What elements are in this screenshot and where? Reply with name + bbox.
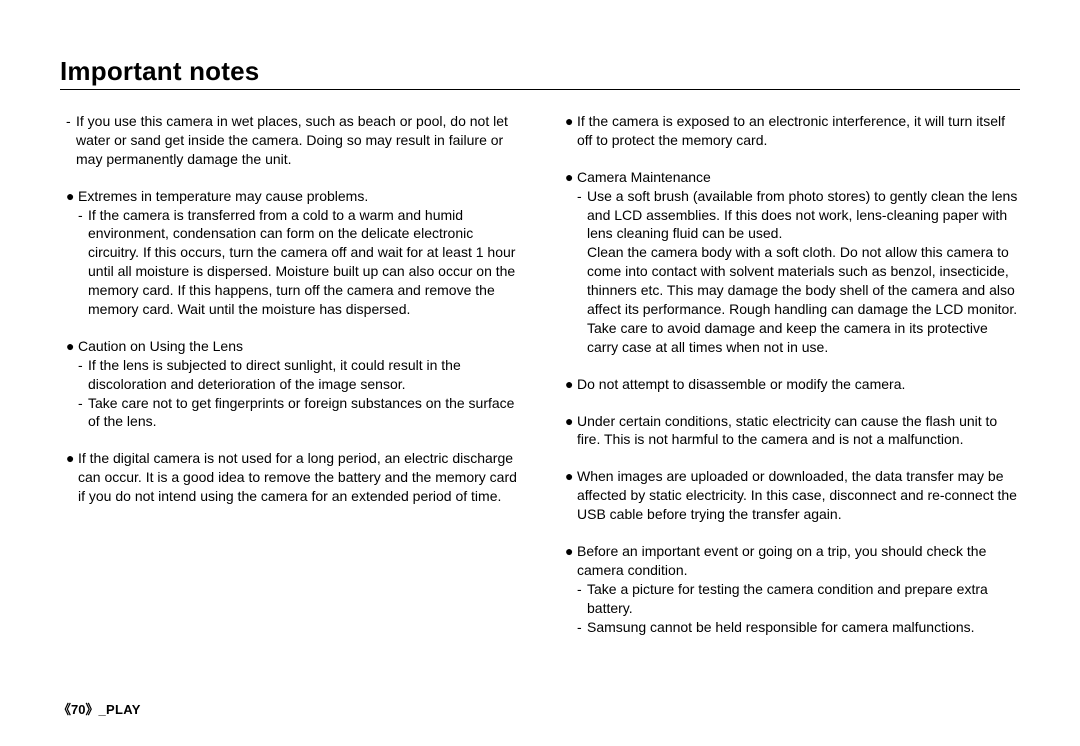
note-text: If the digital camera is not used for a … (78, 449, 521, 506)
note-text: Samsung cannot be held responsible for c… (587, 618, 1020, 637)
list-dash-item: - Take care not to get fingerprints or f… (78, 394, 521, 432)
dash-mark: - (66, 112, 76, 169)
dash-mark: - (577, 187, 587, 244)
note-block: ● Extremes in temperature may cause prob… (60, 187, 521, 319)
bullet-dot-icon: ● (565, 542, 577, 580)
list-bullet-item: ● Under certain conditions, static elect… (565, 412, 1020, 450)
note-block: ● Caution on Using the Lens - If the len… (60, 337, 521, 431)
list-bullet-item: ● Caution on Using the Lens (66, 337, 521, 356)
note-text: If the camera is exposed to an electroni… (577, 112, 1020, 150)
right-column: ● If the camera is exposed to an electro… (559, 112, 1020, 654)
list-dash-item: - Samsung cannot be held responsible for… (577, 618, 1020, 637)
note-block: ● If the camera is exposed to an electro… (559, 112, 1020, 150)
note-block: ● Under certain conditions, static elect… (559, 412, 1020, 450)
note-text: Caution on Using the Lens (78, 337, 521, 356)
page-footer: 《70》_PLAY (58, 699, 141, 718)
list-bullet-item: ● Do not attempt to disassemble or modif… (565, 375, 1020, 394)
bullet-dot-icon: ● (66, 449, 78, 506)
note-text: Under certain conditions, static electri… (577, 412, 1020, 450)
dash-mark: - (78, 394, 88, 432)
note-text: Camera Maintenance (577, 168, 1020, 187)
content-columns: - If you use this camera in wet places, … (60, 112, 1020, 654)
page-number: 《70》 (58, 702, 98, 717)
list-bullet-item: ● Extremes in temperature may cause prob… (66, 187, 521, 206)
list-bullet-item: ● Camera Maintenance (565, 168, 1020, 187)
bullet-dot-icon: ● (565, 112, 577, 150)
list-bullet-item: ● If the camera is exposed to an electro… (565, 112, 1020, 150)
page-title: Important notes (60, 56, 1020, 87)
list-dash-item: - If the camera is transferred from a co… (78, 206, 521, 319)
note-block: ● If the digital camera is not used for … (60, 449, 521, 506)
dash-mark: - (78, 356, 88, 394)
note-text: Take a picture for testing the camera co… (587, 580, 1020, 618)
dash-mark: - (577, 618, 587, 637)
bullet-dot-icon: ● (565, 412, 577, 450)
list-bullet-item: ● Before an important event or going on … (565, 542, 1020, 580)
note-block: ● When images are uploaded or downloaded… (559, 467, 1020, 524)
note-text: Take care not to get fingerprints or for… (88, 394, 521, 432)
dash-mark: - (78, 206, 88, 319)
list-bullet-item: ● When images are uploaded or downloaded… (565, 467, 1020, 524)
list-continuation: Clean the camera body with a soft cloth.… (587, 243, 1020, 356)
list-dash-item: - If the lens is subjected to direct sun… (78, 356, 521, 394)
bullet-dot-icon: ● (565, 375, 577, 394)
note-block: ● Camera Maintenance - Use a soft brush … (559, 168, 1020, 357)
note-block: ● Do not attempt to disassemble or modif… (559, 375, 1020, 394)
bullet-dot-icon: ● (565, 467, 577, 524)
bullet-dot-icon: ● (565, 168, 577, 187)
note-text: Clean the camera body with a soft cloth.… (587, 243, 1020, 356)
list-dash-item: - Take a picture for testing the camera … (577, 580, 1020, 618)
left-column: - If you use this camera in wet places, … (60, 112, 521, 654)
note-text: Extremes in temperature may cause proble… (78, 187, 521, 206)
note-text: When images are uploaded or downloaded, … (577, 467, 1020, 524)
bullet-dot-icon: ● (66, 187, 78, 206)
list-dash-item: - Use a soft brush (available from photo… (577, 187, 1020, 244)
dash-mark: - (577, 580, 587, 618)
manual-page: Important notes - If you use this camera… (0, 0, 1080, 746)
list-dash-item: - If you use this camera in wet places, … (66, 112, 521, 169)
note-text: If the lens is subjected to direct sunli… (88, 356, 521, 394)
list-bullet-item: ● If the digital camera is not used for … (66, 449, 521, 506)
note-text: If the camera is transferred from a cold… (88, 206, 521, 319)
bullet-dot-icon: ● (66, 337, 78, 356)
title-rule (60, 89, 1020, 90)
note-block: - If you use this camera in wet places, … (60, 112, 521, 169)
note-text: If you use this camera in wet places, su… (76, 112, 521, 169)
note-block: ● Before an important event or going on … (559, 542, 1020, 636)
note-text: Use a soft brush (available from photo s… (587, 187, 1020, 244)
note-text: Do not attempt to disassemble or modify … (577, 375, 1020, 394)
section-label: _PLAY (98, 702, 140, 717)
note-text: Before an important event or going on a … (577, 542, 1020, 580)
